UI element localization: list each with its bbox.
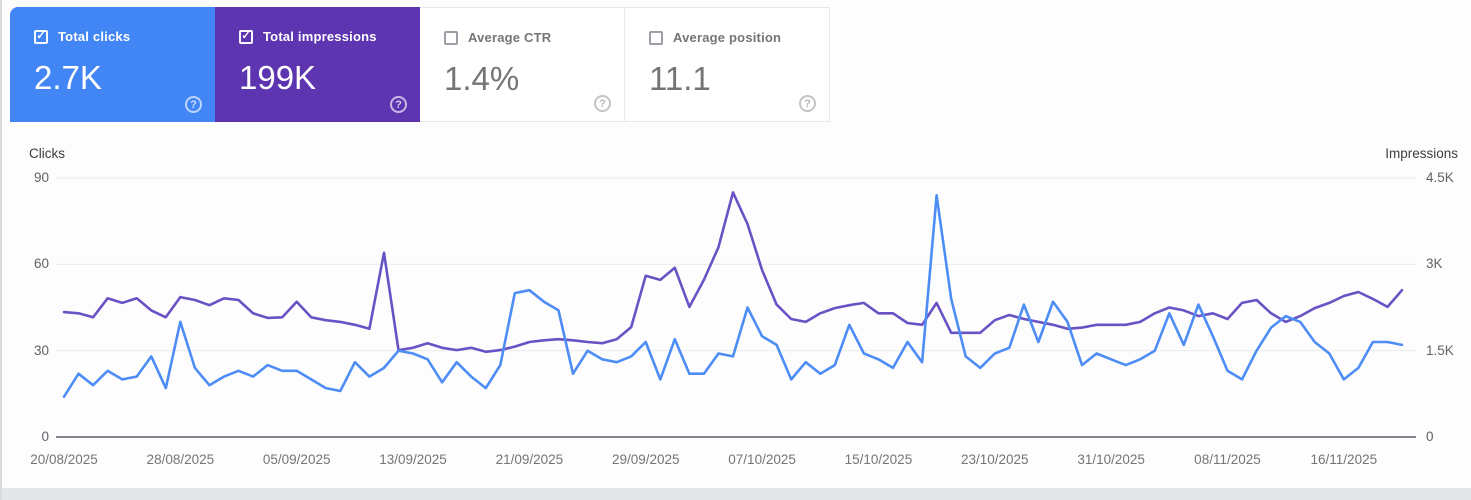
x-axis-date-label: 31/10/2025 (1077, 452, 1145, 467)
average-position-label: Average position (673, 30, 782, 45)
left-axis-tick: 60 (33, 256, 49, 272)
help-icon[interactable]: ? (594, 95, 611, 112)
left-axis-tick: 0 (41, 429, 49, 444)
help-icon[interactable]: ? (799, 95, 816, 112)
total-impressions-card[interactable]: ✓ Total impressions 199K ? (215, 7, 420, 122)
average-position-checkbox[interactable] (649, 30, 663, 45)
average-ctr-card[interactable]: Average CTR 1.4% ? (420, 7, 625, 122)
average-ctr-value: 1.4% (444, 60, 520, 97)
total-clicks-card[interactable]: ✓ Total clicks 2.7K ? (10, 7, 215, 122)
average-position-value: 11.1 (649, 60, 711, 97)
right-axis-tick: 4.5K (1426, 170, 1454, 185)
total-clicks-label: Total clicks (58, 29, 131, 44)
x-axis-date-label: 29/09/2025 (611, 452, 680, 467)
page-bottom-strip (2, 488, 1471, 500)
total-clicks-checkbox[interactable]: ✓ (34, 29, 48, 44)
help-icon[interactable]: ? (185, 96, 202, 113)
checkmark-icon: ✓ (241, 30, 251, 42)
right-axis-tick: 1.5K (1426, 342, 1454, 358)
x-axis-date-label: 13/09/2025 (379, 452, 447, 467)
total-impressions-value: 199K (239, 59, 317, 96)
average-position-card[interactable]: Average position 11.1 ? (625, 7, 830, 122)
x-axis-date-label: 07/10/2025 (728, 452, 796, 467)
help-icon[interactable]: ? (390, 96, 407, 113)
x-axis-date-label: 15/10/2025 (844, 452, 913, 467)
x-axis-date-label: 28/08/2025 (146, 452, 215, 467)
impressions-line (62, 191, 1404, 354)
x-axis-date-label: 23/10/2025 (960, 452, 1029, 467)
x-axis-date-label: 08/11/2025 (1194, 452, 1261, 467)
average-ctr-checkbox[interactable] (444, 30, 458, 45)
metric-cards-row: ✓ Total clicks 2.7K ? ✓ Total impression… (10, 7, 830, 122)
total-impressions-checkbox[interactable]: ✓ (239, 29, 253, 44)
clicks-line (62, 194, 1404, 399)
left-axis-tick: 30 (33, 342, 49, 358)
right-axis-tick: 3K (1426, 256, 1443, 272)
x-axis-date-label: 21/09/2025 (495, 452, 564, 467)
x-axis-date-label: 20/08/2025 (30, 452, 98, 467)
total-impressions-label: Total impressions (263, 29, 377, 44)
right-axis-tick: 0 (1426, 429, 1434, 444)
total-clicks-value: 2.7K (34, 59, 102, 96)
checkmark-icon: ✓ (36, 30, 46, 42)
x-axis-date-label: 16/11/2025 (1310, 452, 1378, 467)
x-axis-date-label: 05/09/2025 (262, 452, 331, 467)
right-axis-title: Impressions (1385, 146, 1458, 161)
left-axis-title: Clicks (29, 146, 65, 161)
left-axis-tick: 90 (33, 170, 49, 185)
average-ctr-label: Average CTR (468, 30, 552, 45)
